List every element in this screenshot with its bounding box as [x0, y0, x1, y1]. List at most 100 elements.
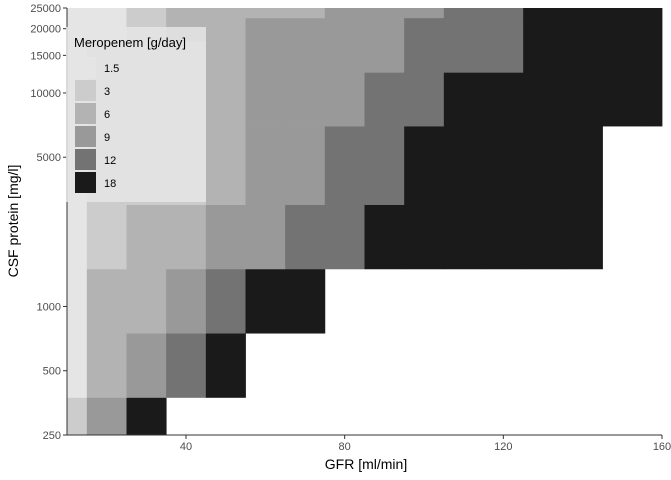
- heatmap-cell: [404, 72, 445, 127]
- heatmap-cell: [602, 17, 643, 42]
- x-axis-title: GFR [ml/min]: [325, 456, 407, 472]
- heatmap-cell: [245, 72, 286, 127]
- heatmap-cell: [205, 72, 246, 127]
- y-tick-label: 15000: [30, 50, 61, 62]
- heatmap-cell: [443, 41, 484, 73]
- heatmap-cell: [285, 41, 326, 73]
- heatmap-cell: [364, 126, 405, 205]
- legend-title: Meropenem [g/day]: [74, 35, 186, 50]
- x-tick-label: 40: [180, 441, 192, 453]
- heatmap-cell: [364, 17, 405, 42]
- heatmap-cell: [523, 17, 564, 42]
- heatmap-cell: [245, 268, 286, 334]
- heatmap-cell: [642, 17, 663, 42]
- x-tick-label: 120: [494, 441, 512, 453]
- heatmap-cell: [205, 8, 246, 19]
- heatmap-cell: [285, 204, 326, 270]
- heatmap-cell: [364, 72, 405, 127]
- heatmap-cell: [483, 204, 524, 270]
- heatmap-cell: [245, 126, 286, 205]
- y-tick-label: 1000: [37, 301, 61, 313]
- heatmap-cell: [483, 8, 524, 19]
- heatmap-cell: [523, 72, 564, 127]
- legend-swatch: [75, 103, 96, 124]
- legend-label: 18: [104, 178, 116, 190]
- heatmap-cell: [324, 72, 365, 127]
- heatmap-cell: [245, 17, 286, 42]
- x-tick-label: 160: [653, 441, 671, 453]
- heatmap-cell: [443, 8, 484, 19]
- heatmap-cell: [483, 126, 524, 205]
- heatmap-cell: [245, 8, 286, 19]
- heatmap-cell: [602, 41, 643, 73]
- heatmap-cell: [285, 72, 326, 127]
- heatmap-cell: [642, 41, 663, 73]
- heatmap-cell: [642, 72, 663, 127]
- heatmap-cell: [205, 333, 246, 398]
- heatmap-cell: [364, 204, 405, 270]
- heatmap-cell: [205, 204, 246, 270]
- heatmap-cell: [245, 41, 286, 73]
- heatmap-cell: [443, 126, 484, 205]
- heatmap-cell: [285, 8, 326, 19]
- heatmap-cell: [483, 17, 524, 42]
- heatmap-cell: [67, 204, 88, 270]
- heatmap-cell: [523, 204, 564, 270]
- heatmap-cell: [364, 41, 405, 73]
- legend-label: 12: [104, 155, 116, 167]
- y-tick-label: 10000: [30, 88, 61, 100]
- heatmap-cell: [86, 397, 127, 436]
- legend-label: 6: [104, 109, 110, 121]
- heatmap-cell: [126, 204, 167, 270]
- heatmap-cell: [166, 8, 207, 19]
- legend: Meropenem [g/day] 1.5 3 6 9 12 18: [66, 27, 206, 202]
- heatmap-cell: [562, 126, 603, 205]
- heatmap-cell: [404, 8, 445, 19]
- heatmap-cell: [404, 126, 445, 205]
- heatmap-cell: [324, 126, 365, 205]
- heatmap-cell: [166, 204, 207, 270]
- heatmap-cell: [523, 41, 564, 73]
- y-tick-label: 20000: [30, 24, 61, 36]
- heatmap-cell: [126, 397, 167, 436]
- legend-swatch: [75, 126, 96, 147]
- heatmap-cell: [67, 8, 88, 19]
- heatmap-cell: [443, 72, 484, 127]
- legend-swatch: [75, 172, 96, 193]
- heatmap-cell: [602, 72, 643, 127]
- heatmap-cell: [443, 204, 484, 270]
- heatmap-cell: [126, 333, 167, 398]
- heatmap-cell: [86, 8, 127, 19]
- y-tick-label: 25000: [30, 3, 61, 15]
- heatmap-cell: [67, 268, 88, 334]
- heatmap-cell: [285, 268, 326, 334]
- heatmap-cell: [67, 397, 88, 436]
- legend-swatch: [75, 57, 96, 78]
- heatmap-cell: [404, 204, 445, 270]
- legend-label: 1.5: [104, 63, 119, 75]
- legend-label: 3: [104, 86, 110, 98]
- legend-swatch: [75, 149, 96, 170]
- heatmap-cell: [86, 333, 127, 398]
- heatmap-cell: [205, 17, 246, 42]
- heatmap-cell: [364, 8, 405, 19]
- heatmap-cell: [285, 126, 326, 205]
- heatmap-cell: [562, 8, 603, 19]
- y-tick-label: 250: [43, 430, 61, 442]
- heatmap-cell: [126, 268, 167, 334]
- heatmap-cell: [483, 72, 524, 127]
- heatmap-cell: [86, 204, 127, 270]
- axes: 40 80 120 160 250 500 1000 5000 10000 15000 20000 2…: [30, 3, 671, 453]
- heatmap-cell: [86, 268, 127, 334]
- heatmap-cell: [404, 41, 445, 73]
- heatmap-cell: [562, 204, 603, 270]
- heatmap-cell: [67, 333, 88, 398]
- heatmap-cell: [523, 8, 564, 19]
- y-axis-title: CSF protein [mg/l]: [5, 165, 21, 278]
- heatmap-cell: [562, 72, 603, 127]
- legend-label: 9: [104, 132, 110, 144]
- heatmap-cell: [166, 268, 207, 334]
- heatmap-cell: [562, 41, 603, 73]
- heatmap-cell: [404, 17, 445, 42]
